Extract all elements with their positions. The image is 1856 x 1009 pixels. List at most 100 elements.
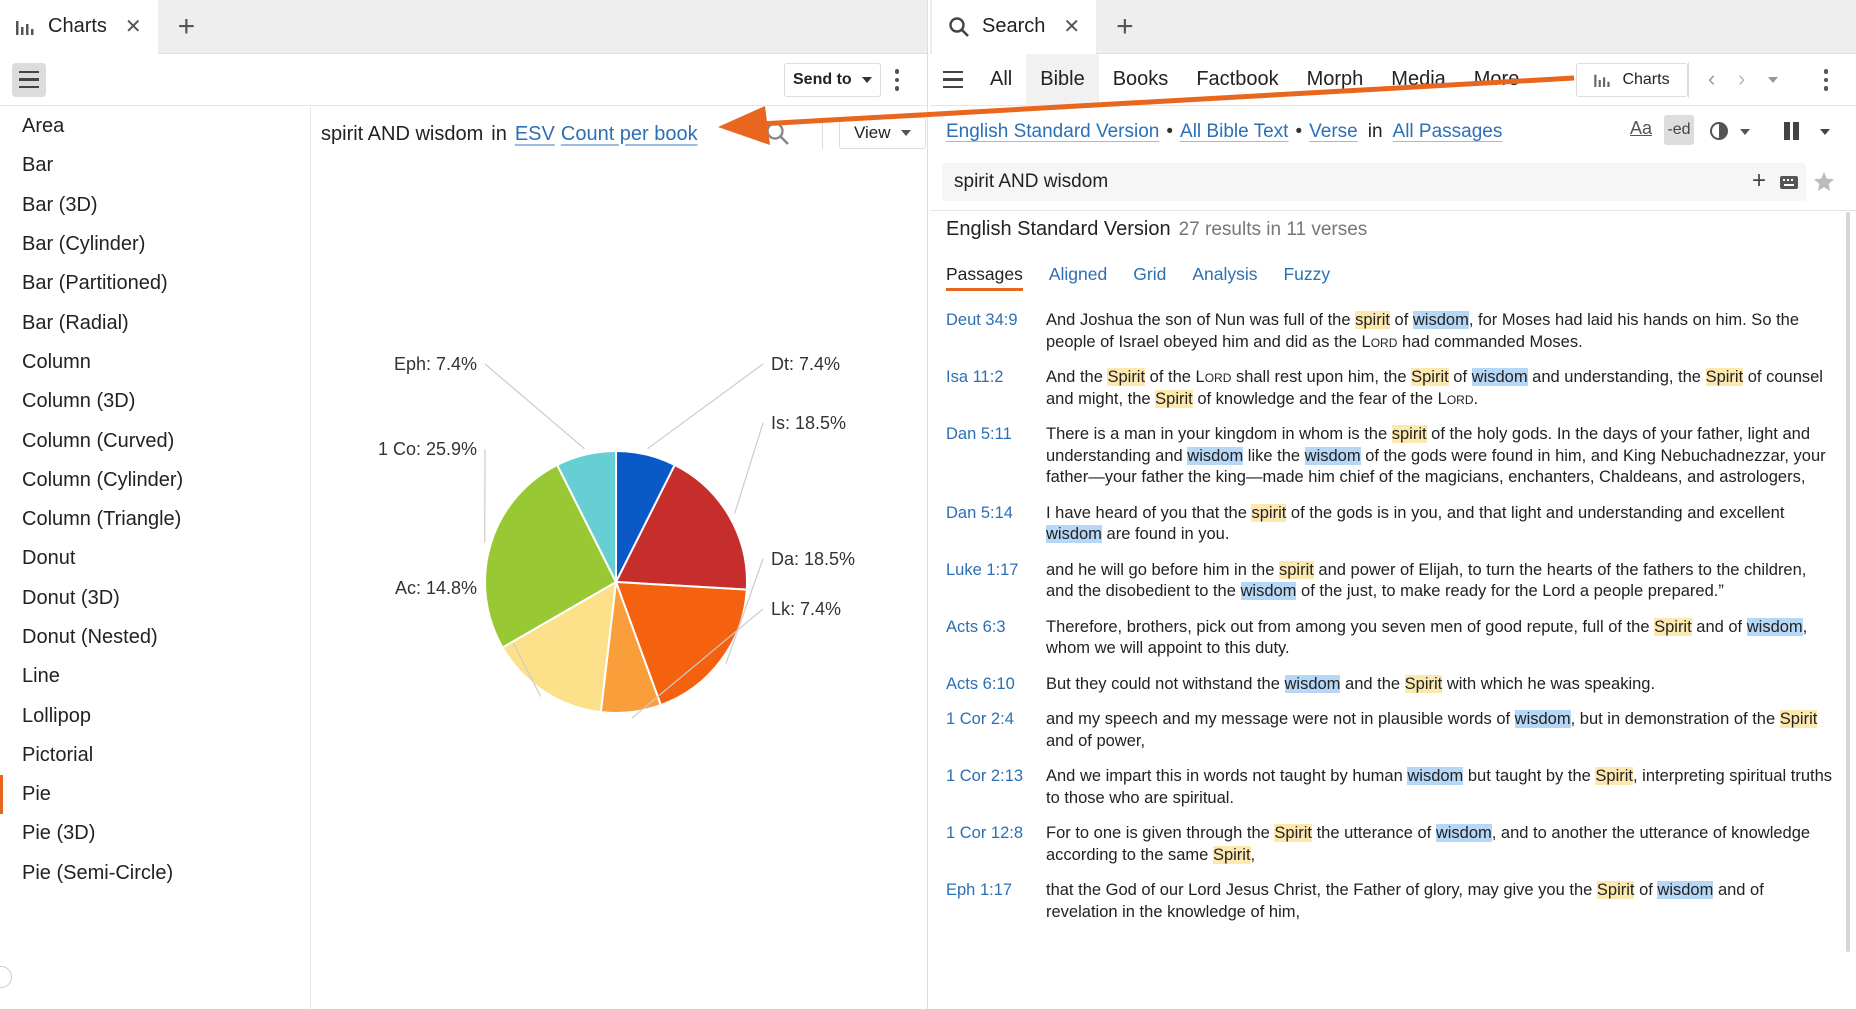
- hit-spirit[interactable]: Spirit: [1595, 767, 1633, 785]
- chart-type-item[interactable]: Column (3D): [0, 382, 310, 421]
- chart-type-item[interactable]: Bar (Cylinder): [0, 225, 310, 264]
- verse-reference-link[interactable]: Dan 5:14: [946, 503, 1013, 522]
- version-link[interactable]: ESV: [514, 122, 555, 145]
- visual-filter-icon[interactable]: [1708, 120, 1730, 142]
- hit-wisdom[interactable]: wisdom: [1412, 311, 1469, 329]
- text-options-icon[interactable]: Aa: [1630, 118, 1653, 138]
- hit-spirit[interactable]: Spirit: [1411, 368, 1449, 386]
- hit-wisdom[interactable]: wisdom: [1514, 710, 1571, 728]
- pie-slice-eph[interactable]: [555, 449, 617, 583]
- chevron-down-icon[interactable]: [1820, 129, 1830, 135]
- hit-wisdom[interactable]: wisdom: [1046, 525, 1102, 543]
- nav-tab-morph[interactable]: Morph: [1306, 68, 1364, 90]
- nav-tab-more[interactable]: More: [1473, 68, 1520, 90]
- hit-wisdom[interactable]: wisdom: [1304, 446, 1361, 465]
- verse-reference-link[interactable]: Dan 5:11: [946, 425, 1012, 443]
- chart-type-item[interactable]: Column (Triangle): [0, 500, 310, 539]
- new-tab-plus-icon[interactable]: +: [1116, 9, 1134, 43]
- pie-slice-da[interactable]: [614, 580, 748, 707]
- charts-tab[interactable]: Charts ✕: [0, 0, 158, 54]
- verse-reference-link[interactable]: Acts 6:3: [946, 617, 1006, 636]
- chart-type-item[interactable]: Bar (Partitioned): [0, 264, 310, 303]
- hit-spirit[interactable]: Spirit: [1274, 824, 1312, 842]
- nav-tab-books[interactable]: Books: [1112, 68, 1169, 90]
- send-to-button[interactable]: Send to: [784, 63, 881, 97]
- scrollbar[interactable]: [1846, 212, 1850, 952]
- hit-wisdom[interactable]: wisdom: [1407, 767, 1464, 785]
- hit-wisdom[interactable]: wisdom: [1240, 582, 1297, 600]
- chart-type-item[interactable]: Line: [0, 657, 310, 696]
- chart-type-item[interactable]: Pie: [0, 775, 310, 815]
- star-icon[interactable]: [1812, 170, 1836, 194]
- hit-spirit[interactable]: spirit: [1251, 503, 1287, 522]
- verse-reference-link[interactable]: Deut 34:9: [946, 311, 1018, 329]
- verse-reference-link[interactable]: Eph 1:17: [946, 881, 1013, 899]
- search-input[interactable]: spirit AND wisdom +: [942, 163, 1806, 201]
- chart-type-item[interactable]: Pictorial: [0, 736, 310, 775]
- hit-spirit[interactable]: Spirit: [1779, 710, 1818, 728]
- highlight-toggle-icon[interactable]: -ed: [1664, 115, 1694, 145]
- verse-reference-link[interactable]: Acts 6:10: [946, 674, 1015, 693]
- scope-selector[interactable]: All Bible Text: [1180, 121, 1289, 142]
- hit-wisdom[interactable]: wisdom: [1187, 446, 1244, 465]
- chart-type-item[interactable]: Bar: [0, 146, 310, 185]
- back-arrow-icon[interactable]: ‹: [1708, 66, 1716, 91]
- keyboard-icon[interactable]: [1780, 176, 1798, 189]
- forward-arrow-icon[interactable]: ›: [1738, 66, 1746, 91]
- menu-hamburger-icon[interactable]: [936, 63, 970, 97]
- result-tab-grid[interactable]: Grid: [1133, 264, 1167, 284]
- more-options-icon[interactable]: [1816, 69, 1836, 91]
- search-tab[interactable]: Search ✕: [932, 0, 1097, 54]
- chart-type-item[interactable]: Column (Cylinder): [0, 461, 310, 500]
- chart-type-item[interactable]: Pie (Semi-Circle): [0, 854, 310, 893]
- hit-spirit[interactable]: Spirit: [1654, 617, 1692, 636]
- verse-reference-link[interactable]: Luke 1:17: [946, 560, 1019, 579]
- verse-reference-link[interactable]: 1 Cor 2:4: [946, 710, 1014, 728]
- nav-tab-bible[interactable]: Bible: [1026, 53, 1099, 106]
- nav-tab-all[interactable]: All: [990, 68, 1013, 90]
- hit-wisdom[interactable]: wisdom: [1284, 674, 1341, 693]
- pie-slice-1co[interactable]: [484, 463, 618, 649]
- count-mode-link[interactable]: Count per book: [560, 122, 698, 145]
- close-icon[interactable]: ✕: [1063, 16, 1081, 38]
- pie-slice-ac[interactable]: [501, 580, 618, 714]
- chart-type-item[interactable]: Bar (Radial): [0, 303, 310, 342]
- menu-hamburger-icon[interactable]: [12, 62, 46, 97]
- plus-icon[interactable]: +: [1751, 167, 1766, 194]
- hit-spirit[interactable]: spirit: [1391, 425, 1427, 443]
- hit-spirit[interactable]: spirit: [1355, 311, 1390, 329]
- hit-spirit[interactable]: spirit: [1278, 560, 1314, 579]
- verse-reference-link[interactable]: 1 Cor 2:13: [946, 767, 1024, 785]
- nav-tab-media[interactable]: Media: [1391, 68, 1446, 90]
- history-chevron-down-icon[interactable]: [1768, 77, 1778, 83]
- hit-spirit[interactable]: Spirit: [1212, 845, 1251, 864]
- chart-type-item[interactable]: Area: [0, 107, 310, 146]
- hit-spirit[interactable]: Spirit: [1596, 881, 1635, 899]
- chart-type-item[interactable]: Bar (3D): [0, 186, 310, 225]
- nav-tab-factbook[interactable]: Factbook: [1196, 68, 1279, 90]
- chart-type-item[interactable]: Donut (Nested): [0, 618, 310, 657]
- chart-type-item[interactable]: Pie (3D): [0, 814, 310, 853]
- version-selector[interactable]: English Standard Version: [946, 121, 1160, 142]
- chevron-down-icon[interactable]: [1740, 129, 1750, 135]
- chart-type-item[interactable]: Donut (3D): [0, 579, 310, 618]
- pie-slice-is[interactable]: [614, 463, 748, 591]
- columns-icon[interactable]: [1784, 122, 1800, 140]
- close-icon[interactable]: ✕: [124, 16, 142, 38]
- chart-type-item[interactable]: Donut: [0, 539, 310, 578]
- chart-type-item[interactable]: Column: [0, 343, 310, 382]
- result-tab-fuzzy[interactable]: Fuzzy: [1283, 264, 1331, 284]
- hit-wisdom[interactable]: wisdom: [1746, 617, 1803, 636]
- result-tab-analysis[interactable]: Analysis: [1192, 264, 1258, 284]
- chart-type-item[interactable]: Lollipop: [0, 696, 310, 735]
- chart-type-item[interactable]: Column (Curved): [0, 421, 310, 460]
- hit-wisdom[interactable]: wisdom: [1435, 824, 1492, 842]
- verse-reference-link[interactable]: 1 Cor 12:8: [946, 824, 1024, 842]
- result-tab-passages[interactable]: Passages: [946, 264, 1023, 291]
- more-options-icon[interactable]: [887, 69, 907, 91]
- hit-spirit[interactable]: Spirit: [1705, 368, 1744, 386]
- hit-wisdom[interactable]: wisdom: [1471, 368, 1528, 386]
- new-tab-plus-icon[interactable]: +: [177, 9, 196, 43]
- verse-reference-link[interactable]: Isa 11:2: [946, 368, 1004, 386]
- view-button[interactable]: View: [839, 117, 926, 149]
